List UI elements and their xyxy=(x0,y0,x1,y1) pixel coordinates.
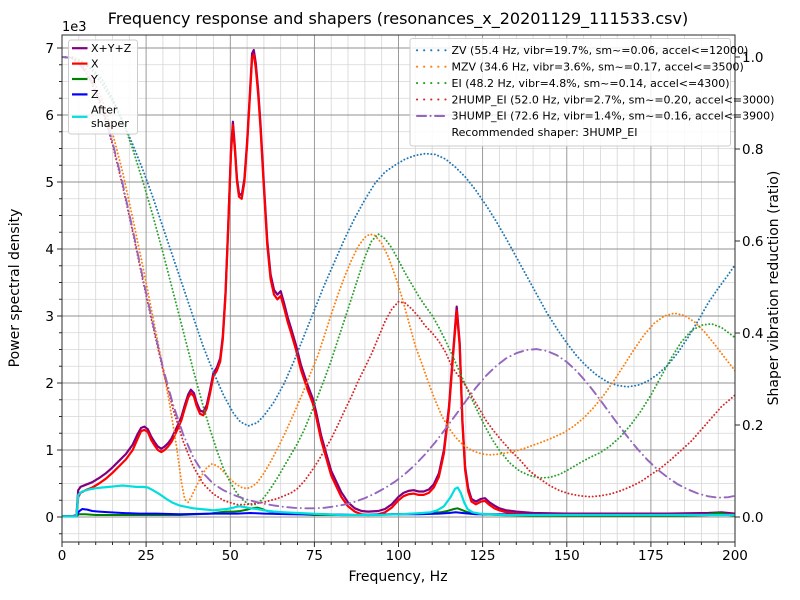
y-left-tick-labels: 0 1 2 3 4 5 6 7 xyxy=(45,41,54,526)
svg-text:After: After xyxy=(91,104,118,117)
x-tick-labels: 0 25 50 75 100 125 150 175 200 xyxy=(58,548,748,564)
shaper-series-2HUMP_EI xyxy=(62,56,735,506)
svg-text:3HUMP_EI (72.6 Hz, vibr=1.4%,: 3HUMP_EI (72.6 Hz, vibr=1.4%, sm~=0.16, … xyxy=(452,110,775,123)
svg-text:4: 4 xyxy=(45,242,54,258)
svg-text:0: 0 xyxy=(58,548,67,564)
svg-text:X: X xyxy=(91,57,99,70)
svg-text:Z: Z xyxy=(91,88,99,101)
svg-text:0.6: 0.6 xyxy=(742,234,763,250)
svg-text:200: 200 xyxy=(722,548,748,564)
shaper-series-EI xyxy=(62,56,735,506)
recommended-shaper-note: Recommended shaper: 3HUMP_EI xyxy=(452,126,638,139)
y-right-tick-labels: 0.0 0.2 0.4 0.6 0.8 1.0 xyxy=(742,50,763,526)
svg-text:ZV (55.4 Hz, vibr=19.7%, sm~=0: ZV (55.4 Hz, vibr=19.7%, sm~=0.06, accel… xyxy=(452,44,749,57)
svg-text:175: 175 xyxy=(638,548,664,564)
svg-text:1: 1 xyxy=(45,443,54,459)
svg-text:6: 6 xyxy=(45,108,54,124)
y-left-axis-label: Power spectral density xyxy=(7,209,23,368)
chart-title: Frequency response and shapers (resonanc… xyxy=(108,9,688,29)
shaper-series-ZV xyxy=(62,56,735,427)
svg-text:5: 5 xyxy=(45,175,54,191)
svg-text:7: 7 xyxy=(45,41,54,57)
axis-ticks xyxy=(57,47,740,547)
shaper-series-3HUMP_EI xyxy=(62,56,735,510)
psd-series-X xyxy=(62,53,735,518)
shaper-series-MZV xyxy=(62,56,735,504)
psd-series-After-shaper xyxy=(62,484,735,518)
svg-text:50: 50 xyxy=(222,548,239,564)
svg-text:75: 75 xyxy=(306,548,323,564)
svg-text:0.8: 0.8 xyxy=(742,142,763,158)
svg-text:0.4: 0.4 xyxy=(742,326,763,342)
svg-text:Y: Y xyxy=(90,73,98,86)
svg-text:125: 125 xyxy=(470,548,496,564)
svg-text:0.2: 0.2 xyxy=(742,418,763,434)
svg-text:25: 25 xyxy=(138,548,155,564)
svg-text:0.0: 0.0 xyxy=(742,510,763,526)
svg-text:shaper: shaper xyxy=(91,117,129,130)
svg-text:100: 100 xyxy=(386,548,412,564)
x-axis-label: Frequency, Hz xyxy=(348,569,447,585)
svg-text:2HUMP_EI (52.0 Hz, vibr=2.7%,: 2HUMP_EI (52.0 Hz, vibr=2.7%, sm~=0.20, … xyxy=(452,93,775,106)
svg-text:EI (48.2 Hz, vibr=4.8%, sm~=0.: EI (48.2 Hz, vibr=4.8%, sm~=0.14, accel<… xyxy=(452,77,730,90)
svg-text:X+Y+Z: X+Y+Z xyxy=(91,42,132,55)
svg-text:0: 0 xyxy=(45,510,54,526)
svg-text:3: 3 xyxy=(45,309,54,325)
svg-text:2: 2 xyxy=(45,376,54,392)
svg-text:150: 150 xyxy=(554,548,580,564)
psd-series-Z xyxy=(62,508,735,518)
y-left-offset-text: 1e3 xyxy=(62,20,87,35)
y-right-axis-label: Shaper vibration reduction (ratio) xyxy=(766,171,782,406)
svg-text:MZV (34.6 Hz, vibr=3.6%, sm~=0: MZV (34.6 Hz, vibr=3.6%, sm~=0.17, accel… xyxy=(452,61,744,74)
legend-shapers: ZV (55.4 Hz, vibr=19.7%, sm~=0.06, accel… xyxy=(409,38,775,147)
svg-text:1.0: 1.0 xyxy=(742,50,763,66)
